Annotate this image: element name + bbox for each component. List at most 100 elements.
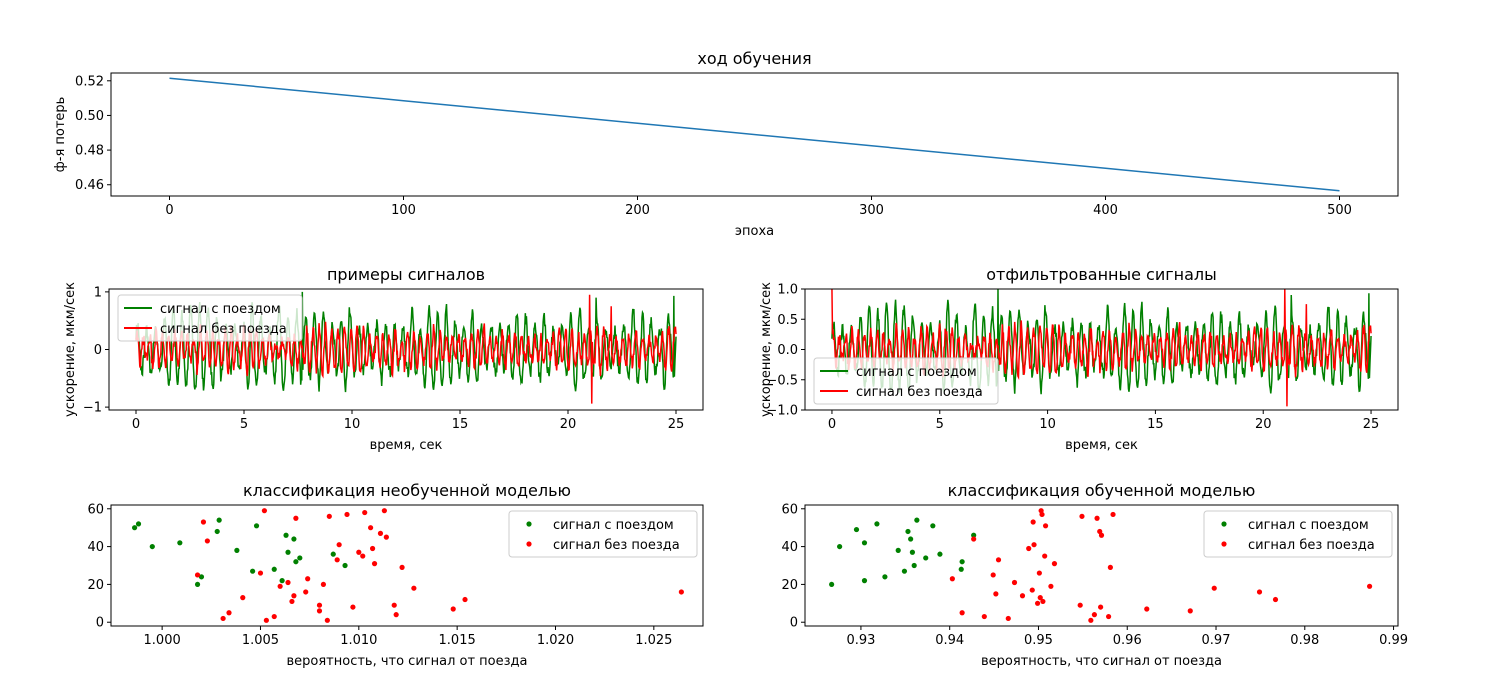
training-ytick-label: 0.50 [75,109,104,124]
untrained-plot-area [132,508,684,623]
untrained-series-0-point [283,532,289,538]
trained-legend-box [1203,510,1393,558]
trained-series-1-point [1019,593,1026,599]
trained-ytick-label: 60 [781,502,798,517]
trained-ytick-label: 0 [790,616,798,631]
filtered-legend-label: сигнал без поезда [856,385,983,400]
untrained-xtick-label: 1.010 [340,633,377,648]
trained-title: классификация обученной моделью [948,481,1256,500]
untrained-series-1-point [371,561,378,567]
trained-series-1-point [1088,617,1094,623]
untrained-series-1-point [411,585,417,591]
untrained-series-1-point [261,508,268,514]
filtered-ytick-label: 1.0 [777,283,798,298]
examples-legend-label: сигнал без поезда [160,322,287,337]
untrained-title: классификация необученной моделью [243,481,571,500]
untrained-series-1-point [257,570,264,576]
trained-series-1-point [1011,579,1018,586]
untrained-series-0-point [216,517,222,523]
untrained-ytick-label: 40 [87,540,104,555]
trained-legend-marker [1221,521,1227,527]
untrained-series-0-point [177,540,183,546]
trained-series-1-point [990,572,996,578]
untrained-legend-marker [526,521,532,527]
untrained-series-1-point [383,534,389,540]
trained-series-1-point [1034,600,1041,606]
trained-series-1-point [1042,523,1049,529]
untrained-series-0-point [149,543,155,550]
trained-series-1-point [1256,589,1263,595]
filtered-legend-label: сигнал с поездом [856,365,977,380]
untrained-series-1-point [277,583,283,589]
trained-series-1-point [1091,612,1097,618]
untrained-chart: 1.000 1.005 1.010 1.015 1.020 1.025 0 20 40 60 кла… [87,481,704,669]
untrained-series-0-point [342,562,348,569]
untrained-series-1-point [324,617,330,623]
filtered-ytick-label: −0.5 [766,373,798,388]
filtered-ylabel: ускорение, мкм/сек [759,282,774,417]
filtered-xtick-label: 10 [1039,417,1056,432]
trained-series-1-point [1110,511,1116,518]
trained-series-0-point [882,574,888,580]
untrained-series-0-point [194,581,201,588]
trained-xtick-label: 0.94 [935,633,964,648]
trained-xtick-label: 0.98 [1290,633,1319,648]
untrained-series-0-point [330,551,336,557]
filtered-legend-box [813,357,999,405]
examples-xtick-label: 5 [240,417,248,432]
trained-series-1-point [1037,595,1043,601]
untrained-series-1-point [293,515,299,521]
trained-xtick-label: 0.95 [1024,633,1053,648]
untrained-series-1-point [369,545,376,552]
untrained-series-1-point [344,511,350,518]
filtered-xtick-label: 5 [936,417,944,432]
trained-series-0-point [901,568,908,574]
untrained-series-0-point [214,528,220,535]
untrained-series-1-point [263,617,269,623]
untrained-series-1-point [316,602,323,608]
untrained-series-1-point [303,589,309,595]
trained-series-1-point [1040,598,1046,605]
untrained-series-0-point [198,574,205,580]
examples-legend-label: сигнал с поездом [160,302,281,317]
untrained-series-1-point [362,509,368,516]
trained-legend-label: сигнал с поездом [1248,518,1369,533]
untrained-series-0-point [250,568,256,574]
training-axes-frame [110,72,1399,197]
filtered-series-0-line [831,289,1372,395]
trained-series-1-point [1272,596,1279,603]
examples-xtick-label: 20 [560,417,577,432]
untrained-xlabel: вероятность, что сигнал от поезда [286,654,527,669]
trained-series-1-point [1187,608,1193,614]
trained-series-1-point [959,610,965,616]
filtered-plot-area [831,289,1372,407]
trained-series-0-point [909,549,916,555]
untrained-axes-frame [110,504,704,627]
trained-series-0-point [874,521,880,527]
filtered-legend: сигнал с поездом сигнал без поезда [813,357,999,405]
untrained-legend-box [508,510,698,558]
trained-series-0-point [911,562,917,569]
training-ylabel: ф-я потерь [53,97,68,173]
filtered-xtick-label: 20 [1255,417,1272,432]
trained-series-1-point [1005,615,1011,622]
trained-series-0-point [930,523,936,529]
trained-plot-area [829,508,1373,623]
untrained-series-0-point [253,523,260,529]
trained-series-1-point [1098,604,1104,610]
untrained-series-1-point [678,589,684,595]
trained-xlabel: вероятность, что сигнал от поезда [981,654,1222,669]
filtered-ytick-label: 0.5 [777,313,798,328]
untrained-series-0-point [234,547,240,553]
filtered-xtick-label: 0 [828,417,836,432]
trained-series-0-point [837,543,843,550]
trained-series-1-point [995,557,1002,563]
trained-series-1-point [949,576,955,582]
training-chart: 0 100 200 300 400 500 0.46 0.48 0.50 0.52 ход обуч… [53,49,1399,239]
untrained-series-1-point [240,595,246,601]
trained-series-0-point [958,566,964,572]
untrained-series-1-point [316,608,323,614]
untrained-series-1-point [226,610,232,616]
trained-series-0-point [971,532,977,538]
